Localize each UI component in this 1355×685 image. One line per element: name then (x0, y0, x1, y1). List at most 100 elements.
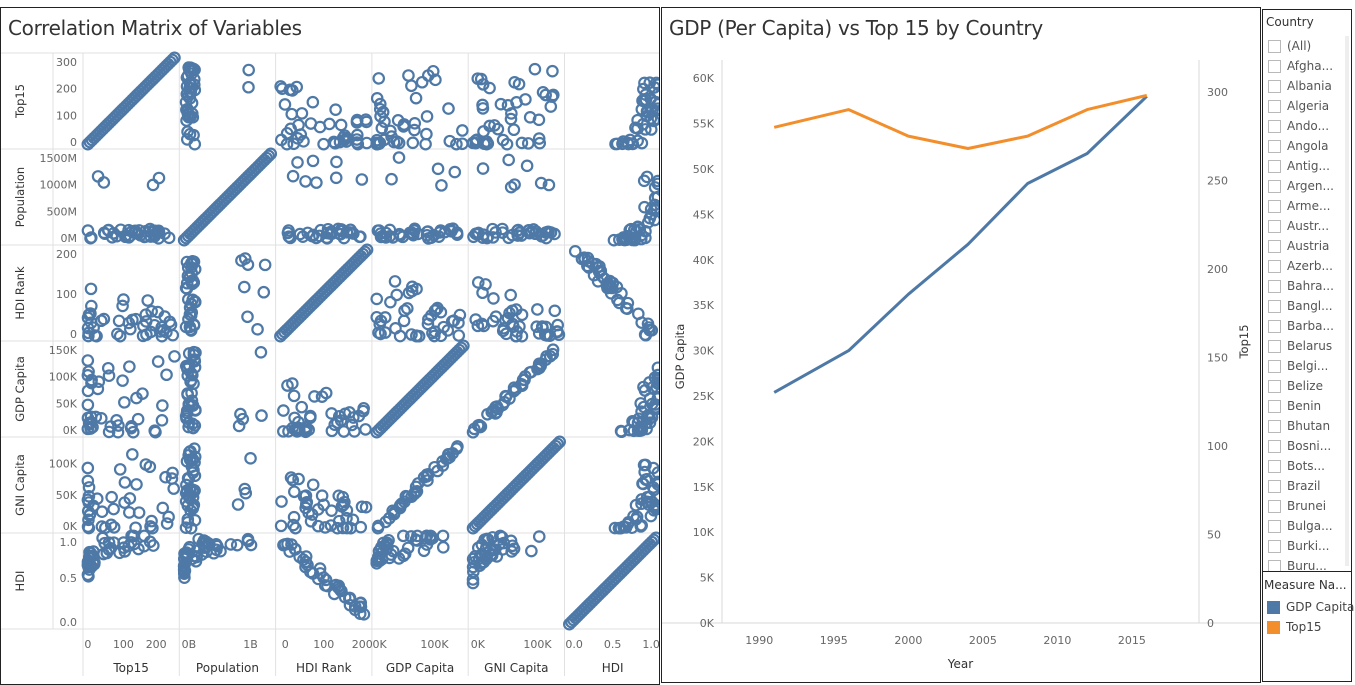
scatter-point[interactable] (321, 579, 334, 593)
scatter-point[interactable] (442, 102, 455, 115)
scatter-point[interactable] (137, 529, 151, 543)
scatter-point[interactable] (539, 353, 553, 366)
scatter-point[interactable] (180, 404, 194, 417)
scatter-point[interactable] (398, 304, 411, 317)
scatter-point[interactable] (534, 176, 548, 190)
scatter-point[interactable] (614, 521, 628, 535)
checkbox[interactable] (1268, 79, 1281, 93)
scatter-point[interactable] (641, 410, 655, 424)
scatter-point[interactable] (475, 547, 489, 561)
matrix-cell[interactable] (177, 147, 278, 247)
scatter-point[interactable] (354, 520, 368, 534)
scatter-point[interactable] (98, 227, 112, 241)
scatter-point[interactable] (160, 368, 173, 382)
scatter-point[interactable] (631, 220, 645, 234)
scatter-point[interactable] (238, 252, 252, 265)
scatter-point[interactable] (479, 278, 492, 291)
matrix-cell[interactable] (179, 252, 272, 337)
scatter-point[interactable] (359, 113, 373, 127)
scatter-point[interactable] (476, 556, 489, 570)
matrix-cell[interactable] (466, 529, 546, 590)
scatter-point[interactable] (476, 286, 489, 300)
scatter-point[interactable] (286, 473, 300, 487)
scatter-point[interactable] (168, 350, 181, 363)
scatter-point[interactable] (183, 453, 197, 466)
scatter-point[interactable] (286, 377, 299, 390)
scatter-point[interactable] (224, 538, 238, 551)
scatter-point[interactable] (340, 504, 354, 517)
scatter-point[interactable] (185, 367, 198, 380)
scatter-point[interactable] (493, 529, 507, 543)
scatter-point[interactable] (477, 319, 491, 333)
checkbox[interactable] (1268, 539, 1281, 553)
scatter-point[interactable] (332, 410, 346, 423)
scatter-point[interactable] (385, 172, 398, 186)
scatter-point[interactable] (118, 396, 131, 409)
scatter-point[interactable] (651, 361, 659, 375)
scatter-point[interactable] (304, 409, 317, 423)
matrix-cell[interactable] (607, 170, 659, 247)
scatter-point[interactable] (285, 538, 298, 551)
scatter-point[interactable] (162, 510, 175, 524)
matrix-cell[interactable] (370, 275, 467, 343)
scatter-point[interactable] (122, 539, 135, 553)
scatter-point[interactable] (111, 327, 124, 341)
scatter-point[interactable] (325, 504, 338, 517)
scatter-point[interactable] (187, 318, 201, 332)
scatter-point[interactable] (516, 373, 530, 386)
scatter-point[interactable] (132, 506, 146, 519)
scatter-point[interactable] (456, 124, 469, 137)
scatter-point[interactable] (107, 226, 121, 240)
scatter-point[interactable] (282, 224, 295, 237)
scatter-point[interactable] (457, 339, 470, 353)
scatter-point[interactable] (651, 78, 659, 92)
scatter-point[interactable] (431, 464, 444, 478)
scatter-point[interactable] (146, 521, 159, 535)
scatter-point[interactable] (181, 516, 195, 529)
scatter-point[interactable] (292, 472, 305, 486)
scatter-point[interactable] (448, 165, 462, 179)
scatter-point[interactable] (347, 411, 360, 424)
scatter-point[interactable] (102, 425, 116, 439)
scatter-point[interactable] (315, 390, 329, 403)
scatter-point[interactable] (102, 369, 116, 383)
scatter-point[interactable] (378, 311, 392, 324)
checkbox[interactable] (1268, 39, 1281, 53)
scatter-point[interactable] (486, 231, 500, 244)
scatter-point[interactable] (241, 310, 254, 324)
scatter-point[interactable] (102, 543, 116, 556)
scatter-point[interactable] (410, 329, 423, 343)
scatter-point[interactable] (407, 227, 420, 241)
scatter-point[interactable] (508, 75, 521, 89)
scatter-point[interactable] (97, 312, 111, 326)
scatter-point[interactable] (648, 371, 659, 384)
scatter-point[interactable] (437, 320, 450, 334)
scatter-point[interactable] (614, 424, 628, 438)
scatter-point[interactable] (323, 117, 336, 131)
scatter-point[interactable] (643, 392, 657, 405)
scatter-point[interactable] (254, 346, 268, 359)
scatter-point[interactable] (651, 373, 659, 387)
scatter-point[interactable] (156, 399, 169, 412)
scatter-point[interactable] (476, 98, 489, 112)
scatter-point[interactable] (417, 544, 431, 558)
checkbox[interactable] (1268, 239, 1281, 253)
scatter-point[interactable] (454, 341, 468, 355)
scatter-point[interactable] (299, 423, 312, 437)
scatter-point[interactable] (372, 519, 385, 533)
scatter-point[interactable] (302, 506, 315, 520)
scatter-point[interactable] (83, 507, 97, 521)
scatter-point[interactable] (346, 513, 360, 527)
country-filter-item[interactable]: (All) (1268, 36, 1350, 56)
scatter-point[interactable] (165, 472, 179, 485)
scatter-point[interactable] (118, 476, 132, 489)
scatter-point[interactable] (489, 310, 503, 324)
scatter-point[interactable] (92, 375, 106, 389)
scatter-point[interactable] (504, 180, 518, 194)
checkbox[interactable] (1268, 139, 1281, 153)
scatter-point[interactable] (535, 320, 549, 333)
scatter-point[interactable] (551, 437, 564, 451)
scatter-point[interactable] (295, 107, 309, 120)
checkbox[interactable] (1268, 419, 1281, 433)
country-filter-item[interactable]: Benin (1268, 396, 1350, 416)
